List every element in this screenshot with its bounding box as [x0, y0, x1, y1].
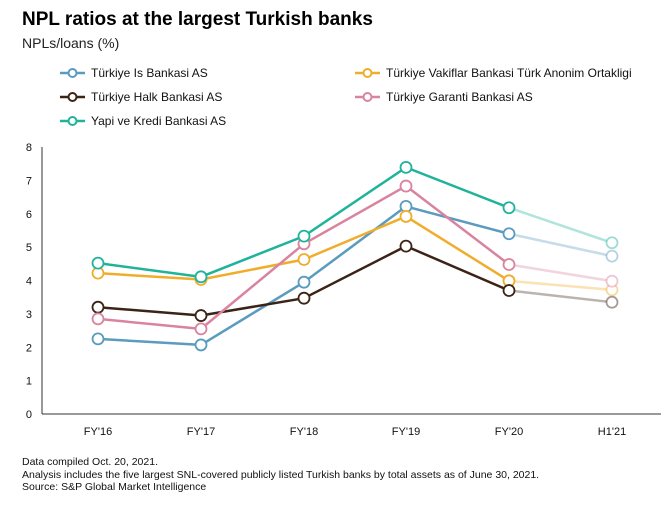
x-tick-label: FY'18	[290, 426, 318, 438]
data-point-tu-rkiye-vakiflar-bankasi-tu-rk-anonim-ortakligi	[297, 253, 311, 266]
data-point-tu-rkiye-garanti-bankasi-as	[194, 322, 208, 336]
series-line-projection-tu-rkiye-halk-bankasi-as	[508, 289, 613, 304]
data-point-tu-rkiye-is-bankasi-as	[605, 249, 619, 263]
data-point-tu-rkiye-garanti-bankasi-as	[399, 179, 413, 193]
data-point-tu-rkiye-halk-bankasi-as	[91, 300, 105, 314]
chart-series-markers	[91, 160, 619, 352]
y-tick-label: 3	[26, 309, 32, 321]
data-point-tu-rkiye-halk-bankasi-as	[194, 309, 208, 322]
legend-label-vakiflar-bankasi: Türkiye Vakiflar Bankasi Türk Anonim Ort…	[386, 66, 632, 80]
y-tick-label: 7	[26, 175, 32, 187]
legend-swatch-yapi-kredi	[60, 116, 85, 126]
data-point-tu-rkiye-vakiflar-bankasi-tu-rk-anonim-ortakligi	[399, 210, 413, 223]
data-point-tu-rkiye-halk-bankasi-as	[502, 284, 516, 297]
legend-item-halk-bankasi: Türkiye Halk Bankasi AS	[60, 90, 222, 104]
y-tick-label: 8	[26, 142, 32, 154]
legend-item-yapi-kredi: Yapi ve Kredi Bankasi AS	[60, 114, 226, 128]
legend-item-garanti-bankasi: Türkiye Garanti Bankasi AS	[355, 90, 533, 104]
data-point-yapi-ve-kredi-bankasi-as	[194, 270, 208, 284]
series-line-projection-tu-rkiye-garanti-bankasi-as	[508, 263, 613, 283]
footnote-date: Data compiled Oct. 20, 2021.	[22, 456, 158, 468]
x-tick-label: FY'17	[187, 426, 215, 438]
footnotes: Data compiled Oct. 20, 2021. Analysis in…	[22, 456, 539, 494]
data-point-tu-rkiye-is-bankasi-as	[91, 332, 105, 346]
x-tick-label: FY'19	[392, 426, 420, 438]
legend-item-vakiflar-bankasi: Türkiye Vakiflar Bankasi Türk Anonim Ort…	[355, 66, 632, 80]
series-line-projection-tu-rkiye-vakiflar-bankasi-tu-rk-anonim-ortakligi	[508, 279, 613, 292]
data-point-yapi-ve-kredi-bankasi-as	[502, 201, 516, 215]
legend-swatch-vakiflar-bankasi	[355, 68, 380, 78]
legend-swatch-halk-bankasi	[60, 92, 85, 102]
x-tick-label: FY'16	[84, 426, 112, 438]
footnote-analysis: Analysis includes the five largest SNL-c…	[22, 468, 540, 481]
y-tick-label: 4	[26, 276, 32, 288]
legend-swatch-is-bankasi	[60, 68, 85, 78]
data-point-tu-rkiye-is-bankasi-as	[194, 338, 208, 352]
y-tick-label: 0	[26, 409, 32, 421]
y-tick-label: 1	[26, 376, 32, 388]
data-point-yapi-ve-kredi-bankasi-as	[399, 160, 413, 174]
chart-title: NPL ratios at the largest Turkish banks	[22, 9, 373, 30]
chart-series-lines	[97, 166, 613, 347]
data-point-yapi-ve-kredi-bankasi-as	[605, 236, 619, 250]
data-point-yapi-ve-kredi-bankasi-as	[297, 229, 311, 243]
x-tick-label: FY'20	[495, 426, 523, 438]
y-tick-label: 6	[26, 209, 32, 221]
data-point-tu-rkiye-garanti-bankasi-as	[91, 312, 105, 326]
legend-label-is-bankasi: Türkiye Is Bankasi AS	[91, 66, 208, 80]
data-point-yapi-ve-kredi-bankasi-as	[91, 256, 105, 270]
data-point-tu-rkiye-is-bankasi-as	[502, 227, 516, 241]
footnote-source: Source: S&P Global Market Intelligence	[22, 481, 207, 493]
legend-item-is-bankasi: Türkiye Is Bankasi AS	[60, 66, 208, 80]
legend-label-yapi-kredi: Yapi ve Kredi Bankasi AS	[91, 114, 227, 128]
data-point-tu-rkiye-halk-bankasi-as	[399, 239, 413, 253]
data-point-tu-rkiye-halk-bankasi-as	[605, 295, 619, 309]
y-tick-label: 5	[26, 242, 32, 254]
data-point-tu-rkiye-halk-bankasi-as	[297, 291, 311, 305]
chart-axes: 0 1 2 3 4 5 6 7 8 FY'16 FY'17 FY'18 FY'19 FY'20 H1'21	[26, 142, 661, 438]
legend-label-garanti-bankasi: Türkiye Garanti Bankasi AS	[386, 90, 533, 104]
x-tick-label: H1'21	[598, 426, 626, 438]
legend-label-halk-bankasi: Türkiye Halk Bankasi AS	[91, 90, 223, 104]
chart-subtitle: NPLs/loans (%)	[22, 35, 120, 51]
data-point-tu-rkiye-garanti-bankasi-as	[502, 258, 516, 271]
data-point-tu-rkiye-is-bankasi-as	[297, 275, 311, 289]
data-point-tu-rkiye-garanti-bankasi-as	[605, 274, 619, 288]
y-tick-label: 2	[26, 342, 32, 354]
series-line-projection-tu-rkiye-is-bankasi-as	[508, 232, 613, 258]
legend-swatch-garanti-bankasi	[355, 92, 380, 102]
series-line-projection-yapi-ve-kredi-bankasi-as	[508, 206, 613, 244]
